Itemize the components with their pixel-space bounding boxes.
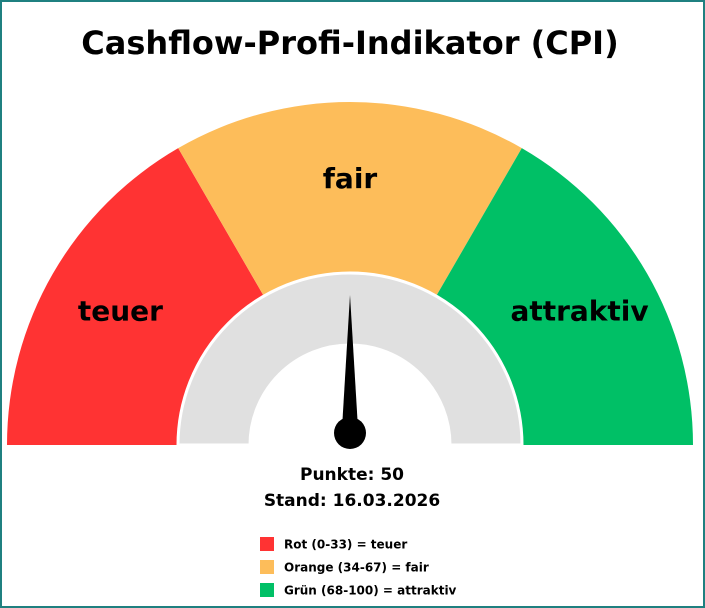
legend-label: Orange (34-67) = fair xyxy=(284,561,429,575)
legend: Rot (0-33) = teuer Orange (34-67) = fair G… xyxy=(260,537,457,598)
band-label: fair xyxy=(323,162,378,195)
gauge-inner xyxy=(176,271,524,447)
value-label: Punkte: 50 xyxy=(300,465,404,485)
gauge-band xyxy=(178,101,522,297)
legend-label: Rot (0-33) = teuer xyxy=(284,538,407,552)
legend-swatch xyxy=(260,560,274,574)
gauge: teuer fair attraktiv xyxy=(7,101,693,449)
legend-swatch xyxy=(260,537,274,551)
gauge-band xyxy=(436,148,693,445)
date-label: Stand: 16.03.2026 xyxy=(264,491,440,511)
gauge-band xyxy=(7,148,264,445)
needle xyxy=(341,295,359,445)
legend-label: Grün (68-100) = attraktiv xyxy=(284,584,457,598)
band-label: attraktiv xyxy=(510,295,648,328)
legend-swatch xyxy=(260,583,274,597)
band-label: teuer xyxy=(78,295,163,328)
needle-hub xyxy=(334,417,366,449)
chart-title: Cashflow-Profi-Indikator (CPI) xyxy=(81,24,618,62)
